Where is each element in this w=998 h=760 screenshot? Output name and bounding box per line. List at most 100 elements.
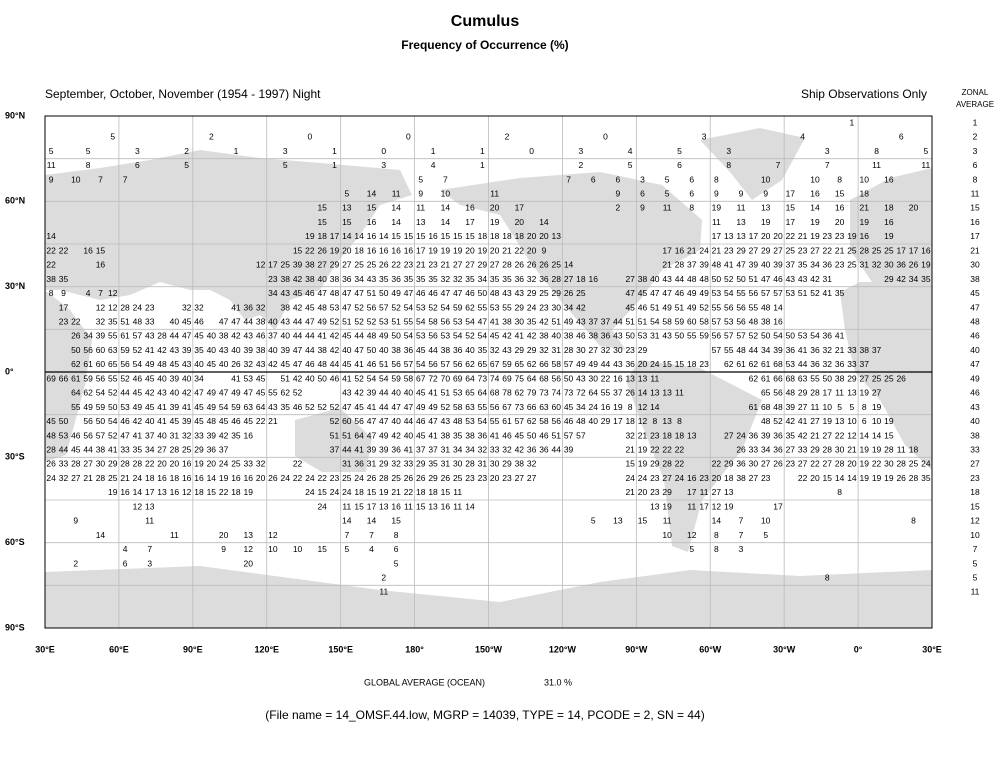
cell-value: 40 bbox=[391, 388, 401, 398]
cell-value: 59 bbox=[231, 402, 241, 412]
cell-value: 16 bbox=[441, 501, 451, 511]
cell-value: 50 bbox=[317, 373, 327, 383]
cell-value: 13 bbox=[416, 217, 426, 227]
zonal-header: AVERAGE bbox=[956, 100, 994, 109]
cell-value: 3 bbox=[640, 174, 645, 184]
cell-value: 44 bbox=[404, 416, 414, 426]
cell-value: 50 bbox=[675, 331, 685, 341]
cell-value: 54 bbox=[478, 416, 488, 426]
cell-value: 29 bbox=[638, 345, 648, 355]
cell-value: 12 bbox=[108, 288, 118, 298]
cell-value: 23 bbox=[786, 459, 796, 469]
cell-value: 36 bbox=[601, 331, 611, 341]
cell-value: 18 bbox=[354, 487, 364, 497]
cell-value: 0 bbox=[603, 132, 608, 142]
cell-value: 8 bbox=[862, 402, 867, 412]
lon-label: 0° bbox=[854, 644, 863, 654]
cell-value: 27 bbox=[527, 473, 537, 483]
cell-value: 15 bbox=[835, 188, 845, 198]
cell-value: 36 bbox=[773, 444, 783, 454]
cell-value: 43 bbox=[182, 359, 192, 369]
cell-value: 17 bbox=[786, 217, 796, 227]
global-average-value: 31.0 % bbox=[544, 677, 572, 687]
cell-value: 44 bbox=[428, 345, 438, 355]
cell-value: 35 bbox=[921, 274, 931, 284]
cell-value: 54 bbox=[404, 331, 414, 341]
cell-value: 34 bbox=[810, 260, 820, 270]
cell-value: 51 bbox=[798, 288, 808, 298]
cell-value: 22 bbox=[305, 245, 315, 255]
cell-value: 5 bbox=[110, 132, 115, 142]
cell-value: 19 bbox=[810, 231, 820, 241]
lat-label: 60°S bbox=[5, 537, 25, 547]
cell-value: 10 bbox=[810, 174, 820, 184]
cell-value: 19 bbox=[921, 260, 931, 270]
cell-value: 52 bbox=[120, 373, 130, 383]
cell-value: 55 bbox=[478, 302, 488, 312]
cell-value: 14 bbox=[712, 516, 722, 526]
cell-value: 13 bbox=[736, 231, 746, 241]
cell-value: 9 bbox=[221, 544, 226, 554]
cell-value: 40 bbox=[170, 388, 180, 398]
cell-value: 26 bbox=[896, 373, 906, 383]
cell-value: 15 bbox=[823, 473, 833, 483]
cell-value: 29 bbox=[416, 459, 426, 469]
cell-value: 36 bbox=[453, 345, 463, 355]
cell-value: 47 bbox=[478, 316, 488, 326]
cell-value: 8 bbox=[86, 160, 91, 170]
cell-value: 49 bbox=[588, 359, 598, 369]
cell-value: 10 bbox=[71, 174, 81, 184]
cell-value: 23 bbox=[650, 473, 660, 483]
cell-value: 33 bbox=[490, 444, 500, 454]
cell-value: 27 bbox=[810, 245, 820, 255]
cell-value: 56 bbox=[428, 331, 438, 341]
cell-value: 20 bbox=[244, 558, 254, 568]
lon-label: 120°W bbox=[549, 644, 577, 654]
cell-value: 58 bbox=[404, 373, 414, 383]
cell-value: 45 bbox=[170, 416, 180, 426]
cell-value: 43 bbox=[157, 388, 167, 398]
cell-value: 25 bbox=[884, 245, 894, 255]
cell-value: 27 bbox=[83, 459, 93, 469]
lon-label: 150°E bbox=[328, 644, 353, 654]
cell-value: 44 bbox=[552, 444, 562, 454]
cell-value: 44 bbox=[293, 316, 303, 326]
cell-value: 51 bbox=[638, 316, 648, 326]
cell-value: 20 bbox=[638, 487, 648, 497]
cell-value: 7 bbox=[739, 530, 744, 540]
cell-value: 4 bbox=[431, 160, 436, 170]
cell-value: 24 bbox=[133, 302, 143, 312]
cell-value: 68 bbox=[786, 373, 796, 383]
cell-value: 58 bbox=[662, 316, 672, 326]
cell-value: 19 bbox=[724, 501, 734, 511]
cell-value: 25 bbox=[108, 473, 118, 483]
cell-value: 57 bbox=[133, 331, 143, 341]
cell-value: 23 bbox=[478, 473, 488, 483]
cell-value: 61 bbox=[749, 402, 759, 412]
cell-value: 53 bbox=[638, 331, 648, 341]
cell-value: 48 bbox=[157, 359, 167, 369]
cell-value: 16 bbox=[182, 473, 192, 483]
cell-value: 49 bbox=[391, 288, 401, 298]
cell-value: 11 bbox=[145, 516, 154, 526]
cell-value: 40 bbox=[317, 274, 327, 284]
cell-value: 24 bbox=[650, 359, 660, 369]
lon-label: 60°W bbox=[699, 644, 722, 654]
cell-value: 20 bbox=[773, 231, 783, 241]
cell-value: 26 bbox=[909, 260, 919, 270]
cell-value: 14 bbox=[133, 487, 143, 497]
cell-value: 19 bbox=[847, 231, 857, 241]
cell-value: 35 bbox=[194, 345, 204, 355]
cell-value: 50 bbox=[823, 373, 833, 383]
cell-value: 27 bbox=[588, 345, 598, 355]
cell-value: 32 bbox=[244, 359, 254, 369]
cell-value: 19 bbox=[860, 473, 870, 483]
cell-value: 62 bbox=[527, 359, 537, 369]
cell-value: 35 bbox=[786, 430, 796, 440]
cell-value: 39 bbox=[182, 345, 192, 355]
cell-value: 45 bbox=[194, 402, 204, 412]
cell-value: 54 bbox=[650, 316, 660, 326]
cell-value: 41 bbox=[231, 373, 241, 383]
cell-value: 17 bbox=[909, 245, 919, 255]
cell-value: 54 bbox=[367, 373, 377, 383]
